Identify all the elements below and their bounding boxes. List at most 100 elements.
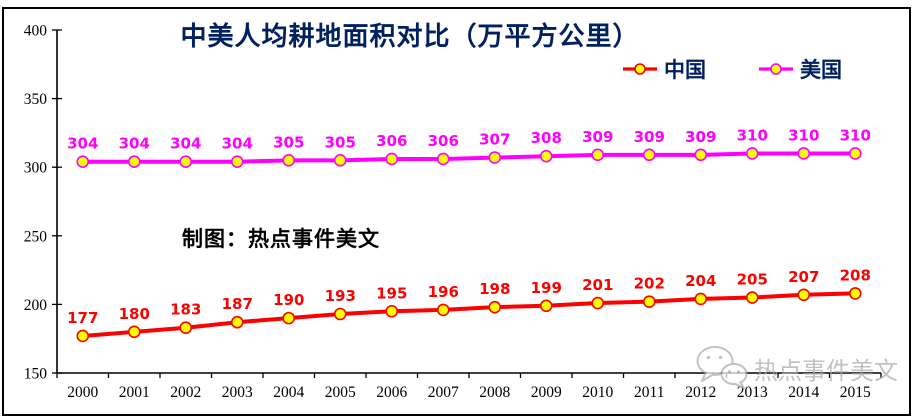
x-tick-label: 2009 — [531, 384, 562, 401]
data-point — [282, 311, 296, 325]
data-label: 308 — [531, 129, 562, 147]
x-tick-label: 2011 — [634, 384, 664, 401]
credit-text: 制图：热点事件美文 — [182, 227, 380, 251]
data-label: 187 — [222, 295, 253, 313]
y-tick-label: 200 — [24, 297, 48, 314]
y-tick-label: 250 — [24, 228, 48, 245]
data-point — [694, 292, 708, 306]
data-label: 309 — [582, 128, 613, 146]
legend-label-china: 中国 — [664, 58, 706, 82]
data-label: 310 — [737, 126, 768, 144]
data-label: 199 — [531, 279, 562, 297]
chart-title: 中美人均耕地面积对比（万平方公里） — [180, 22, 640, 52]
x-tick-label: 2015 — [840, 384, 871, 401]
data-label: 198 — [479, 280, 510, 298]
data-label: 196 — [428, 283, 459, 301]
watermark-text: 热点事件美文 — [754, 356, 898, 385]
data-point — [848, 147, 862, 160]
x-tick-label: 2012 — [685, 384, 716, 401]
data-label: 190 — [273, 291, 304, 309]
x-tick-label: 2010 — [582, 384, 613, 401]
x-tick-label: 2006 — [376, 384, 407, 401]
data-label: 201 — [582, 276, 613, 294]
x-tick-label: 2014 — [788, 384, 819, 401]
x-tick-label: 2004 — [273, 384, 304, 401]
data-point — [76, 329, 90, 343]
data-label: 309 — [685, 128, 716, 146]
data-point — [539, 299, 553, 313]
data-point — [385, 304, 399, 318]
data-label: 306 — [376, 132, 407, 150]
data-point — [230, 155, 244, 169]
y-tick-label: 150 — [24, 366, 48, 383]
x-tick-label: 2008 — [479, 384, 510, 401]
data-point — [179, 155, 193, 169]
data-point — [179, 321, 193, 335]
data-label: 180 — [119, 305, 150, 323]
data-point — [436, 303, 450, 317]
data-point — [591, 148, 605, 162]
data-label: 208 — [840, 266, 871, 284]
series-line — [82, 151, 856, 164]
y-tick-label: 400 — [24, 23, 48, 40]
data-label: 177 — [67, 309, 98, 327]
data-point — [797, 288, 811, 302]
usa-series-marker-icon — [759, 63, 793, 75]
data-point — [488, 300, 502, 314]
y-tick-label: 350 — [24, 91, 48, 108]
data-point — [642, 148, 656, 162]
data-label: 304 — [170, 135, 201, 153]
x-tick-label: 2007 — [428, 384, 459, 401]
x-tick-label: 2000 — [67, 384, 98, 401]
data-point — [333, 307, 347, 321]
data-label: 304 — [119, 135, 150, 153]
data-label: 310 — [840, 126, 871, 144]
data-point — [539, 149, 553, 163]
china-series-marker-icon — [623, 63, 657, 75]
x-tick-label: 2005 — [325, 384, 356, 401]
x-tick-label: 2003 — [222, 384, 253, 401]
data-label: 207 — [788, 268, 819, 286]
series-line — [82, 291, 856, 338]
data-point — [385, 152, 399, 166]
legend-item-usa: 美国 — [758, 54, 842, 84]
watermark: 热点事件美文 — [694, 344, 898, 392]
data-point — [694, 148, 708, 162]
legend-item-china: 中国 — [622, 54, 706, 84]
data-label: 310 — [788, 126, 819, 144]
data-label: 202 — [634, 275, 665, 293]
data-point — [488, 151, 502, 164]
data-label: 304 — [67, 135, 98, 153]
data-point — [848, 287, 862, 300]
data-point — [333, 154, 347, 167]
data-label: 205 — [737, 271, 768, 289]
data-label: 307 — [479, 131, 510, 149]
data-label: 183 — [170, 301, 201, 319]
data-point — [127, 325, 141, 339]
data-point — [745, 147, 759, 160]
data-label: 305 — [325, 133, 356, 151]
chart-legend: 中国 美国 — [622, 54, 842, 84]
data-label: 304 — [222, 135, 253, 153]
x-tick-label: 2001 — [119, 384, 150, 401]
data-point — [127, 155, 141, 169]
data-point — [282, 154, 296, 167]
y-tick-label: 300 — [24, 160, 48, 177]
data-label: 305 — [273, 133, 304, 151]
data-label: 306 — [428, 132, 459, 150]
data-point — [230, 315, 244, 329]
wechat-icon — [696, 346, 748, 389]
data-label: 195 — [376, 284, 407, 302]
legend-label-usa: 美国 — [800, 58, 842, 82]
x-tick-label: 2002 — [170, 384, 201, 401]
data-label: 193 — [325, 287, 356, 305]
data-point — [76, 155, 90, 169]
data-point — [797, 147, 811, 160]
data-label: 309 — [634, 128, 665, 146]
data-point — [745, 291, 759, 304]
data-point — [591, 296, 605, 310]
data-point — [436, 152, 450, 166]
data-label: 204 — [685, 272, 716, 290]
